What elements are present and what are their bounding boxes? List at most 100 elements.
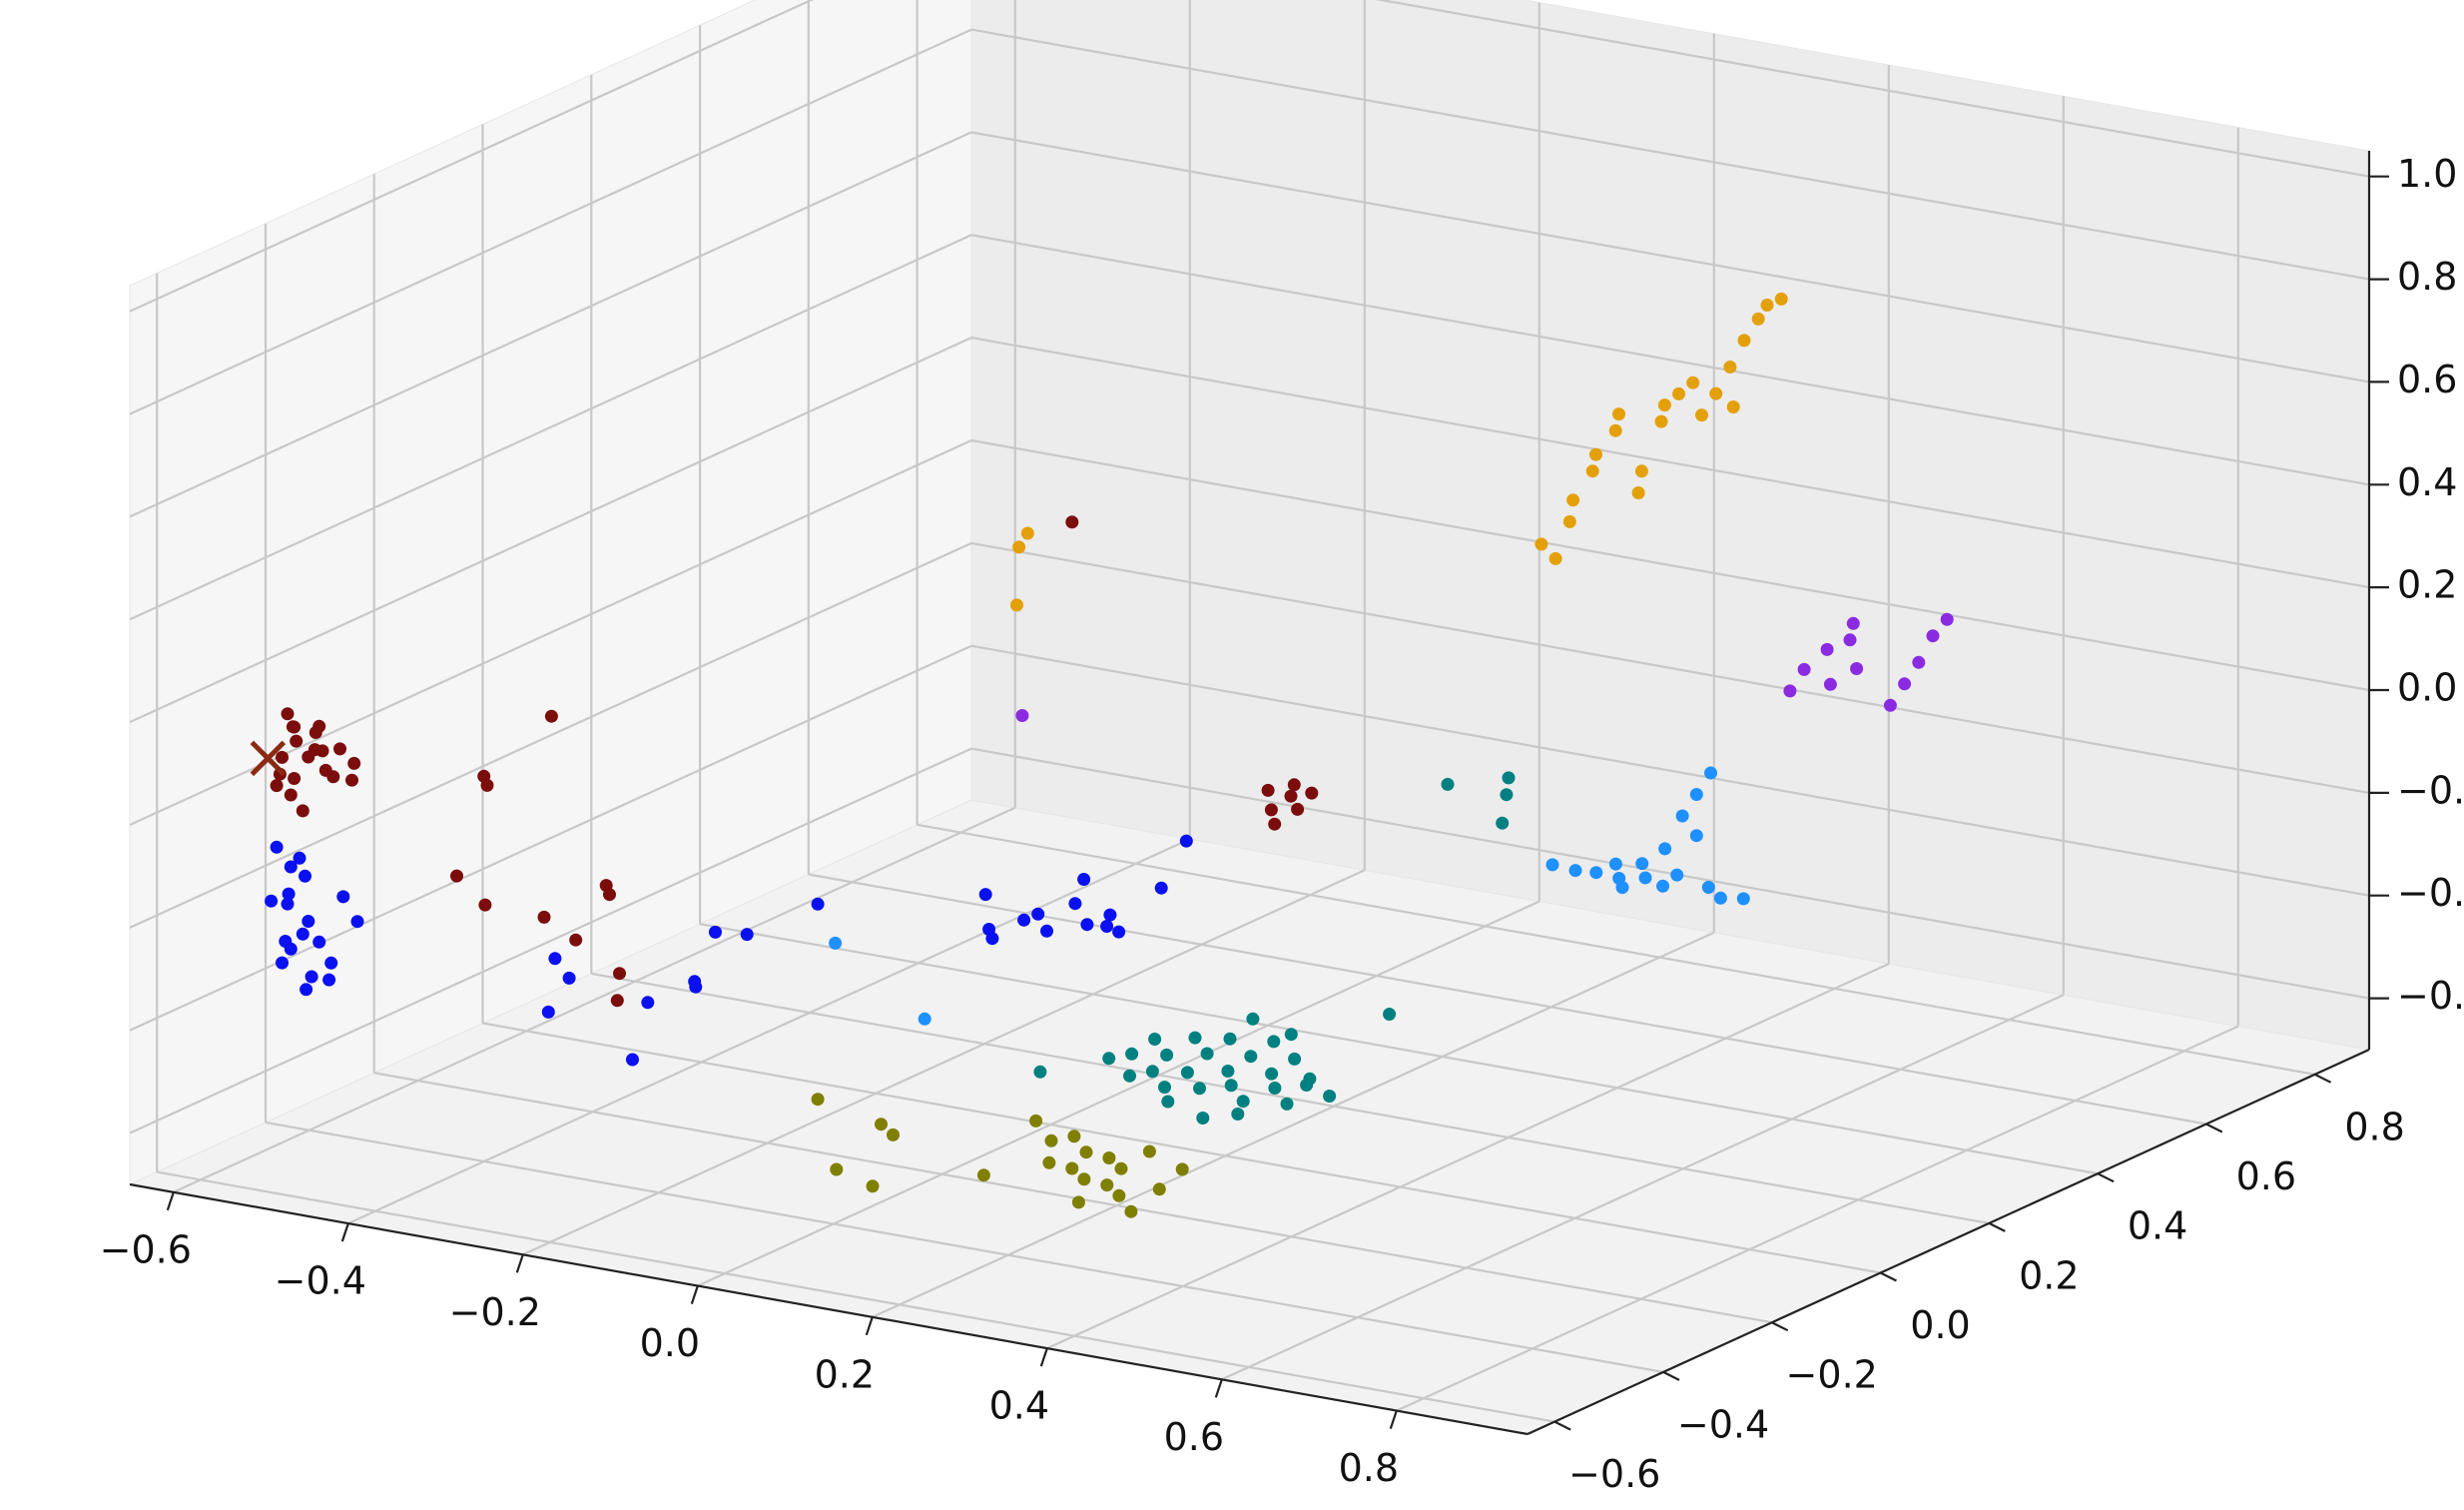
scatter-point: [1657, 398, 1671, 412]
scatter-point: [1010, 598, 1023, 612]
y-tick-mark: [2314, 1073, 2332, 1084]
scatter-point: [1898, 677, 1912, 691]
x-marker-point: [250, 740, 287, 777]
grid-line-x-floor: [173, 806, 1016, 1193]
scatter-point: [312, 935, 326, 949]
scatter-point: [270, 840, 284, 854]
y-tick-label: −0.6: [1568, 1452, 1660, 1496]
z-tick-label: 0.6: [2397, 358, 2457, 401]
z-tick-label: −0.4: [2397, 871, 2464, 915]
scatter-point: [1145, 1065, 1159, 1079]
scatter-point: [829, 936, 843, 950]
scatter-point: [1287, 778, 1301, 792]
x-axis-line: [129, 1182, 1529, 1436]
scatter-point: [1065, 515, 1079, 529]
scatter-point: [288, 772, 302, 785]
y-tick-label: 0.4: [2128, 1204, 2187, 1248]
scatter-point: [1040, 924, 1053, 938]
grid-line-x-floor: [347, 838, 1191, 1225]
grid-line-y-floor: [699, 923, 2099, 1175]
scatter-point: [1264, 803, 1278, 817]
scatter-point: [1268, 1082, 1282, 1095]
grid-line-y-floor: [265, 1121, 1664, 1373]
grid-line-x-floor: [522, 869, 1366, 1256]
scatter-point: [265, 894, 279, 908]
scatter-point: [1737, 334, 1751, 348]
scatter-point: [1180, 1066, 1194, 1080]
x-tick-mark: [690, 1285, 699, 1304]
scatter-point: [1291, 802, 1305, 816]
scatter-point: [1612, 407, 1625, 421]
scatter-point: [296, 804, 309, 818]
scatter-point: [626, 1053, 639, 1067]
scatter-point: [1160, 1048, 1174, 1062]
scatter-point: [1634, 464, 1648, 478]
scatter-point: [985, 932, 999, 946]
x-tick-label: 0.6: [1164, 1415, 1224, 1459]
x-tick-label: 0.8: [1339, 1446, 1399, 1490]
scatter-point: [293, 851, 307, 865]
scatter-point: [1071, 1195, 1085, 1209]
grid-line-z-side: [129, 131, 972, 518]
scatter-point: [978, 888, 992, 902]
scatter-point: [478, 898, 492, 912]
scatter-point: [1545, 858, 1559, 872]
y-tick-label: −0.4: [1677, 1402, 1769, 1446]
scatter-point: [296, 927, 309, 941]
scatter-point: [1193, 1082, 1206, 1096]
axis-lines: [129, 151, 2389, 1436]
tick-labels: −0.6 −0.4 −0.2 0.0 0.2 0.4 0.6 0.8 −0.6 −0.4 −0.2 0…: [100, 152, 2464, 1496]
scatter-point: [1154, 881, 1168, 895]
grid-line-y-floor: [373, 1072, 1772, 1324]
scatter-point: [1020, 526, 1034, 540]
x-tick-label: −0.4: [275, 1259, 366, 1303]
scatter-point: [1267, 1035, 1281, 1049]
x-tick-mark: [166, 1191, 175, 1211]
scatter-point: [541, 1005, 555, 1019]
scatter-point: [302, 915, 315, 928]
scatter-point: [1883, 698, 1897, 712]
scatter-point: [1112, 1188, 1126, 1202]
scatter-point: [1112, 925, 1126, 939]
scatter-point: [1196, 1112, 1210, 1125]
scatter-point: [1726, 400, 1740, 413]
x-tick-label: 0.4: [989, 1384, 1049, 1428]
scatter-point: [1100, 920, 1114, 933]
scatter-point: [544, 709, 558, 723]
scatter-point: [1161, 1095, 1175, 1109]
scatter-point: [1608, 857, 1622, 871]
scatter-point: [1566, 493, 1580, 507]
y-tick-mark: [1880, 1271, 1897, 1282]
scatter-point: [333, 742, 346, 756]
x-tick-label: −0.2: [449, 1290, 541, 1334]
grid-line-x-floor: [1396, 1025, 2239, 1412]
scatter-point: [1188, 1031, 1202, 1045]
scatter-point: [1102, 1151, 1116, 1164]
grid-line-z-side: [129, 644, 972, 1032]
scatter-point: [299, 869, 311, 883]
y-tick-mark: [2097, 1172, 2115, 1183]
scatter-point: [1246, 1012, 1260, 1026]
scatter-point: [345, 773, 358, 787]
scatter-point: [1654, 414, 1668, 428]
grid-line-z-side: [129, 0, 815, 313]
scatter-point: [1695, 408, 1708, 422]
scatter-point: [811, 897, 825, 911]
scatter-point: [1548, 551, 1562, 565]
scatter-point: [918, 1012, 931, 1026]
scatter-point: [281, 897, 295, 911]
scatter-point: [308, 743, 321, 757]
scatter-point: [1200, 1047, 1214, 1061]
scatter-point: [1704, 766, 1717, 780]
scatter-point: [276, 956, 289, 970]
scatter-point: [1638, 871, 1652, 885]
grid-line-z-back: [970, 28, 2370, 281]
grid-line-z-side: [129, 747, 972, 1134]
grid-line-z-back: [970, 747, 2370, 1000]
grid-line-z-side: [129, 234, 972, 621]
scatter-point: [1077, 873, 1091, 886]
scatter-point: [290, 734, 304, 748]
scatter-point: [866, 1179, 880, 1193]
scatter-point: [610, 994, 624, 1008]
grid-line-z-back: [970, 337, 2370, 589]
